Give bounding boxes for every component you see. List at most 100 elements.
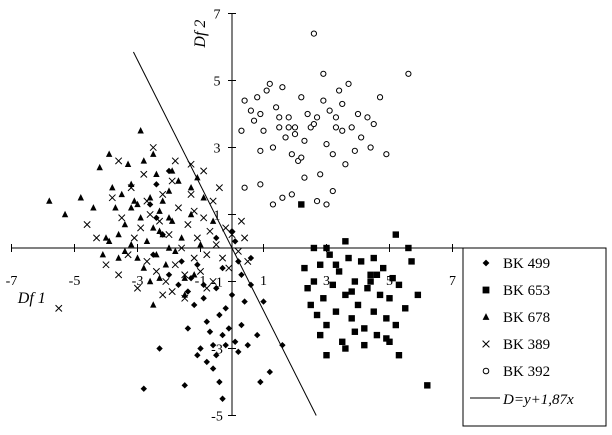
point-bk-678 [137, 214, 144, 221]
point-bk-653 [395, 281, 403, 289]
point-bk-392 [298, 94, 305, 101]
point-bk-499 [216, 378, 223, 386]
point-bk-389 [130, 234, 138, 242]
point-bk-499 [216, 311, 223, 319]
point-bk-499 [257, 378, 264, 386]
point-bk-653 [389, 274, 396, 282]
point-bk-653 [310, 244, 318, 252]
point-bk-389 [133, 284, 142, 292]
x-tick-label: 5 [386, 274, 393, 289]
point-bk-499 [219, 395, 226, 402]
point-bk-389-stroke [115, 271, 123, 279]
point-bk-499 [165, 271, 173, 278]
point-bk-653 [348, 288, 355, 295]
point-bk-392 [282, 134, 289, 141]
point-bk-389-stroke [181, 271, 189, 279]
point-bk-389 [184, 220, 192, 229]
point-bk-678 [112, 204, 119, 211]
point-bk-678 [90, 204, 97, 211]
point-bk-392 [370, 120, 377, 128]
point-bk-653 [310, 278, 318, 285]
point-bk-653 [326, 251, 333, 258]
point-bk-389 [124, 251, 132, 259]
point-bk-653 [367, 278, 374, 285]
y-tick-label: 3 [214, 142, 221, 157]
point-bk-389 [200, 167, 208, 175]
point-bk-392 [348, 124, 355, 131]
point-bk-499 [200, 295, 207, 302]
point-bk-392 [260, 127, 267, 134]
point-bk-389 [196, 267, 205, 276]
y-tick-label: 7 [214, 8, 221, 23]
point-bk-389-stroke [203, 251, 211, 259]
point-bk-389 [149, 143, 157, 152]
point-bk-392 [269, 144, 277, 151]
point-bk-392 [323, 201, 330, 208]
point-bk-678 [156, 227, 163, 234]
point-bk-678 [61, 210, 69, 218]
point-bk-389-stroke [159, 291, 167, 299]
point-bk-392 [269, 201, 277, 208]
point-bk-678 [99, 251, 107, 258]
x-tick-label: -3 [132, 274, 144, 289]
point-bk-392 [257, 181, 264, 188]
point-bk-653 [335, 268, 343, 275]
point-bk-389 [181, 271, 189, 279]
point-bk-389 [225, 264, 233, 272]
axes [11, 13, 463, 416]
point-bk-392 [310, 30, 317, 37]
point-bk-499 [279, 341, 286, 349]
legend: BK 499 BK 653 BK 678 BK 389 BK 392 D=y+1,87x [462, 247, 607, 427]
point-bk-392 [320, 70, 327, 77]
point-bk-389 [212, 241, 220, 249]
point-bk-653 [351, 278, 359, 285]
point-bk-653 [320, 295, 327, 302]
point-bk-499 [140, 385, 147, 392]
point-bk-678 [128, 240, 135, 248]
point-bk-392 [313, 198, 321, 205]
point-bk-678 [143, 237, 151, 244]
point-bk-389 [146, 210, 154, 219]
point-bk-389 [159, 291, 167, 299]
point-bk-499 [206, 328, 214, 335]
point-bk-389-stroke [92, 234, 101, 242]
point-bk-389-stroke [237, 217, 246, 225]
point-bk-389 [102, 261, 110, 269]
point-bk-499 [241, 298, 248, 305]
point-bk-389 [241, 234, 249, 242]
point-bk-392 [241, 184, 248, 191]
point-bk-678 [150, 224, 157, 231]
point-bk-392 [257, 147, 264, 154]
x-tick-label: -5 [69, 274, 81, 289]
point-bk-389 [215, 184, 223, 192]
point-bk-678 [181, 274, 188, 281]
point-bk-653 [386, 338, 393, 345]
tick-labels: -7 -5 -3 -1 1 3 5 7 7 5 3 1 -1 -3 -5 [6, 8, 456, 425]
point-bk-678 [156, 207, 163, 214]
y-axis-label: Df 2 [192, 20, 209, 49]
point-bk-653 [329, 281, 336, 289]
point-bk-678 [118, 190, 125, 198]
point-bk-389 [187, 160, 195, 168]
point-bk-499 [238, 321, 245, 329]
point-bk-389-stroke [143, 197, 151, 205]
point-bk-389 [171, 261, 179, 269]
point-bk-653 [367, 271, 374, 278]
x-tick-label: 3 [323, 274, 330, 289]
point-bk-678 [165, 187, 173, 194]
point-bk-389 [162, 277, 170, 286]
point-bk-389 [234, 247, 242, 255]
point-bk-678 [162, 261, 170, 268]
point-bk-389 [171, 157, 179, 165]
point-bk-389 [168, 177, 176, 185]
discriminant-line [133, 51, 317, 416]
point-bk-653 [376, 291, 384, 299]
point-bk-389 [165, 231, 173, 239]
point-bk-389-stroke [55, 304, 63, 312]
point-bk-678 [105, 237, 113, 244]
point-bk-389-stroke [133, 284, 142, 292]
point-bk-678 [146, 277, 154, 285]
point-bk-389-stroke [190, 254, 198, 262]
x-tick-label: 7 [449, 274, 456, 289]
point-bk-389 [203, 251, 211, 259]
